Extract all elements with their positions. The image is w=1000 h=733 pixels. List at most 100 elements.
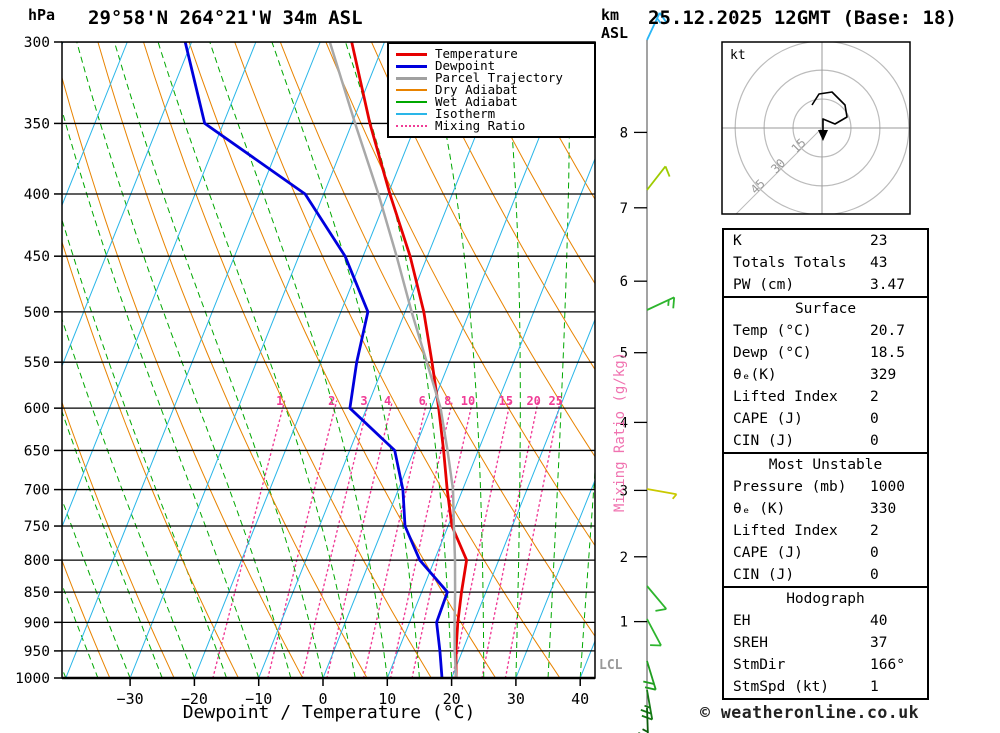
mixing-ratio-label: 20	[526, 394, 540, 408]
wet-adiabat-line	[157, 42, 356, 678]
panel-row: CIN (J) 0	[724, 430, 927, 452]
pressure-axis-unit: hPa	[28, 6, 56, 24]
km-tick-label: 4	[620, 415, 628, 431]
panel-row: CAPE (J) 0	[724, 542, 927, 564]
pressure-tick-label: 500	[24, 305, 50, 321]
pressure-tick-label: 550	[24, 355, 50, 371]
panel-row: PW (cm) 3.47	[724, 274, 927, 296]
wind-barb-staff	[646, 618, 662, 646]
hodograph-frame	[721, 41, 911, 215]
isotherm-line	[322, 42, 578, 678]
row-label: K	[733, 233, 742, 249]
mixing-ratio-line-sample	[396, 125, 427, 127]
isotherm-line	[62, 42, 128, 207]
temp-tick-label: 40	[571, 690, 589, 708]
wind-barb-full-tick	[643, 680, 655, 685]
indices-group-most-unstable: Most Unstable Pressure (mb) 1000 θₑ (K) 33…	[722, 452, 929, 588]
row-value: 329	[870, 367, 897, 383]
hodograph-unit-label: kt	[730, 48, 746, 63]
row-value: 2	[870, 523, 879, 539]
panel-row: Totals Totals 43	[724, 252, 927, 274]
pressure-tick-label: 400	[24, 187, 50, 203]
wind-barb-staff	[646, 585, 667, 610]
pressure-tick-label: 800	[24, 553, 50, 569]
isotherm-line	[62, 42, 257, 529]
row-label: EH	[733, 613, 751, 629]
wind-barb-staff	[646, 165, 667, 191]
mixing-ratio-line	[389, 400, 453, 678]
indices-group-hodograph: Hodograph EH 40 SREH 37 StmDir 166° StmSpd …	[722, 586, 929, 700]
mixing-ratio-label: 25	[548, 394, 562, 408]
group-header: Hodograph	[786, 591, 865, 607]
dry-adiabat-line	[62, 559, 111, 678]
row-label: Lifted Index	[733, 389, 838, 405]
legend-item-mixing-ratio: Mixing Ratio	[396, 119, 587, 132]
legend-item-dry-adiabat: Dry Adiabat	[396, 83, 587, 96]
wet-adiabat-line	[345, 42, 453, 678]
isotherm-line	[129, 42, 385, 678]
dewpoint-curve	[183, 42, 449, 678]
legend-label: Temperature	[435, 46, 518, 61]
row-value: 1000	[870, 479, 905, 495]
panel-row: θₑ (K) 330	[724, 498, 927, 520]
hodograph-ring-label: 15	[789, 136, 809, 156]
wind-barb-half-tick	[671, 493, 678, 500]
wind-barb-staff	[646, 12, 661, 41]
km-tick-label: 2	[620, 550, 628, 566]
row-label: Temp (°C)	[733, 323, 812, 339]
mixing-ratio-label: 8	[444, 394, 451, 408]
mixing-ratio-label: 10	[461, 394, 475, 408]
wet-adiabat-line	[62, 498, 131, 678]
row-label: CAPE (J)	[733, 545, 803, 561]
copyright: © weatheronline.co.uk	[700, 703, 920, 722]
row-value: 0	[870, 433, 879, 449]
lcl-label: LCL	[599, 658, 623, 673]
wind-barb-full-tick	[640, 709, 652, 715]
isotherm-line	[62, 42, 193, 368]
km-tick-label: 1	[620, 615, 628, 631]
pressure-tick-label: 900	[24, 615, 50, 631]
pressure-tick-label: 950	[24, 644, 50, 660]
row-value: 37	[870, 635, 888, 651]
row-value: 40	[870, 613, 888, 629]
km-axis-label: km ASL	[601, 6, 628, 42]
legend-item-parcel: Parcel Trajectory	[396, 70, 587, 85]
row-value: 3.47	[870, 277, 905, 293]
temp-tick-label: −30	[117, 690, 144, 708]
parcel-curve	[328, 42, 458, 678]
isotherm-line	[451, 318, 595, 678]
legend-label: Parcel Trajectory	[435, 70, 563, 85]
panel-row: θₑ(K) 329	[724, 364, 927, 386]
indices-group-surface: Surface Temp (°C) 20.7 Dewp (°C) 18.5 θₑ(K…	[722, 296, 929, 454]
dry-adiabat-line-sample	[396, 89, 427, 91]
panel-row: EH 40	[724, 610, 927, 632]
km-tick-label: 7	[620, 201, 628, 217]
row-label: StmDir	[733, 657, 786, 673]
group-header: Most Unstable	[768, 457, 883, 473]
row-value: 1	[870, 679, 879, 695]
wind-barb-full-tick	[672, 297, 676, 309]
pressure-tick-label: 350	[24, 116, 50, 132]
wet-adiabat-line	[425, 42, 485, 678]
row-value: 2	[870, 389, 879, 405]
panel-row: StmDir 166°	[724, 654, 927, 676]
x-axis-title: Dewpoint / Temperature (°C)	[182, 702, 476, 723]
temp-tick-label: 0	[318, 690, 327, 708]
pressure-tick-label: 750	[24, 519, 50, 535]
panel-row: SREH 37	[724, 632, 927, 654]
row-value: 43	[870, 255, 888, 271]
row-label: StmSpd (kt)	[733, 679, 830, 695]
temperature-line-sample	[396, 52, 427, 56]
row-label: Dewp (°C)	[733, 345, 812, 361]
row-value: 20.7	[870, 323, 905, 339]
wet-adiabat-line	[62, 583, 99, 678]
km-tick-label: 3	[620, 483, 628, 499]
temp-tick-label: −10	[245, 690, 272, 708]
mixing-ratio-line	[267, 400, 338, 678]
temp-tick-label: 10	[378, 690, 396, 708]
isotherm-line	[65, 42, 321, 678]
legend-item-wet-adiabat: Wet Adiabat	[396, 95, 587, 108]
row-value: 0	[870, 545, 879, 561]
wind-barb-half-tick	[644, 704, 651, 709]
